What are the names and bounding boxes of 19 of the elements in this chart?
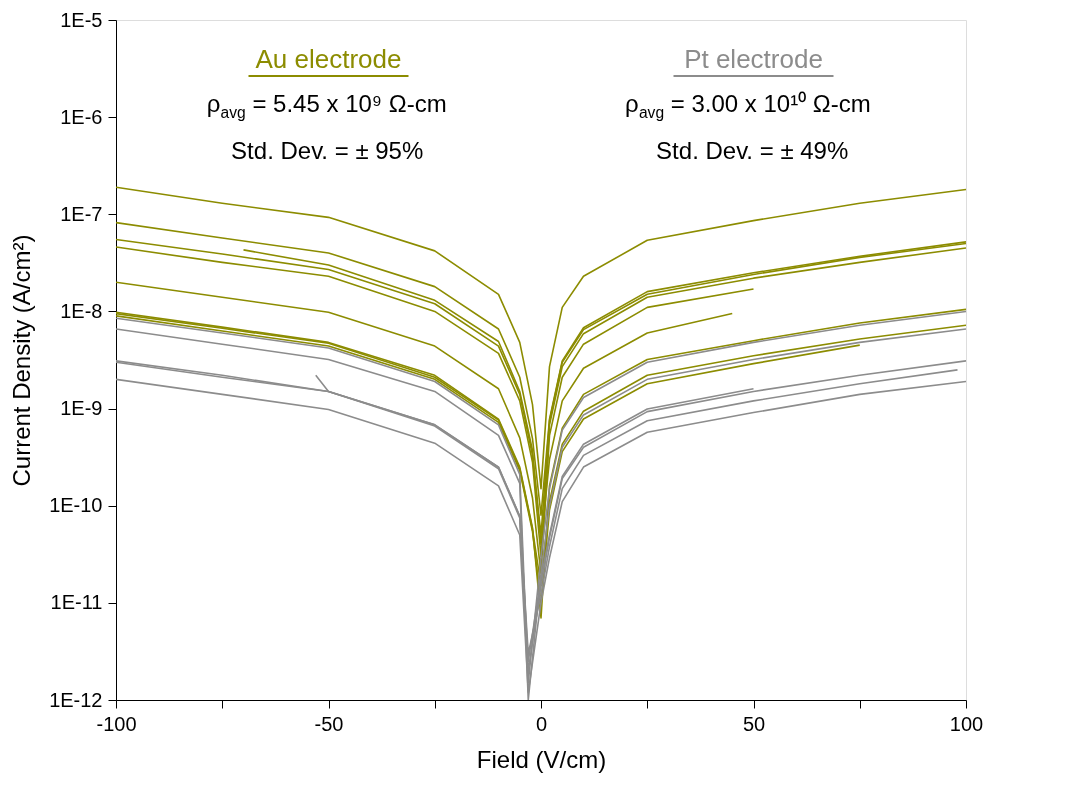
y-tick-label: 1E-7 <box>60 202 103 225</box>
y-axis-title: Current Density (A/cm²) <box>8 234 36 487</box>
y-tick-label: 1E-10 <box>49 494 103 517</box>
x-tick-label: 0 <box>535 712 548 735</box>
y-tick-label: 1E-12 <box>49 688 103 711</box>
y-tick-label: 1E-9 <box>60 397 103 420</box>
y-tick-label: 1E-8 <box>60 299 103 322</box>
x-axis-title: Field (V/cm) <box>476 745 607 773</box>
x-tick-label: 100 <box>949 712 984 735</box>
x-tick-label: -50 <box>314 712 344 735</box>
text: Au electrode <box>255 44 402 74</box>
x-tick-label: -100 <box>96 712 137 735</box>
annotation: Std. Dev. = ± 49% <box>656 137 849 164</box>
y-tick-label: 1E-11 <box>50 591 103 614</box>
x-tick-label: 50 <box>742 712 766 735</box>
text: Pt electrode <box>684 44 823 74</box>
y-tick-label: 1E-6 <box>60 105 103 128</box>
y-tick-label: 1E-5 <box>60 8 103 31</box>
annotation: Std. Dev. = ± 95% <box>231 137 424 164</box>
